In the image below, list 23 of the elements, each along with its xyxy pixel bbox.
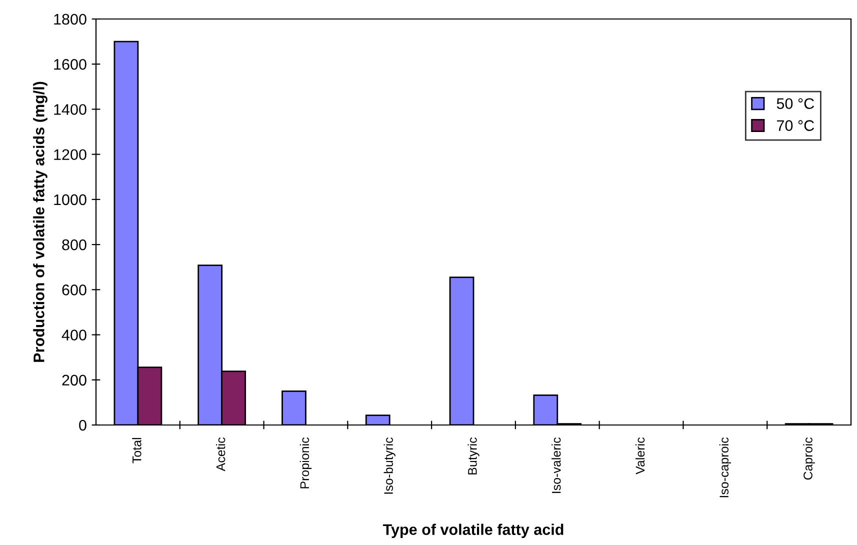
- legend-label: 70 °C: [777, 120, 814, 131]
- x-tick-label: Iso-butyric: [384, 438, 396, 494]
- y-tick-label: 600: [62, 284, 86, 296]
- y-tick-label: 400: [62, 330, 86, 340]
- x-tick-label: Total: [132, 438, 142, 464]
- y-tick-label: 1600: [54, 58, 86, 70]
- x-tick-label: Propionic: [300, 438, 312, 488]
- x-tick-label: Iso-caproic: [719, 438, 731, 498]
- x-axis-title: Type of volatile fatty acid: [382, 524, 564, 538]
- y-tick-label: 1800: [54, 14, 86, 25]
- x-tick-label: Caproic: [803, 438, 815, 480]
- y-tick-label: 200: [62, 374, 86, 386]
- y-tick-label: 800: [62, 239, 86, 250]
- x-tick-label: Iso-valeric: [552, 438, 561, 493]
- y-tick-label: 0: [79, 420, 86, 431]
- x-tick-label: Butyric: [468, 438, 480, 474]
- legend-label: 50 °C: [776, 98, 814, 110]
- y-tick-label: 1400: [54, 104, 86, 115]
- x-tick-label: Acetic: [216, 438, 226, 472]
- y-axis-title: Production of volatile fatty acids (mg/l): [33, 82, 48, 362]
- x-tick-label: Valeric: [635, 438, 645, 474]
- y-tick-label: 1200: [54, 149, 86, 160]
- y-tick-label: 1000: [54, 194, 86, 206]
